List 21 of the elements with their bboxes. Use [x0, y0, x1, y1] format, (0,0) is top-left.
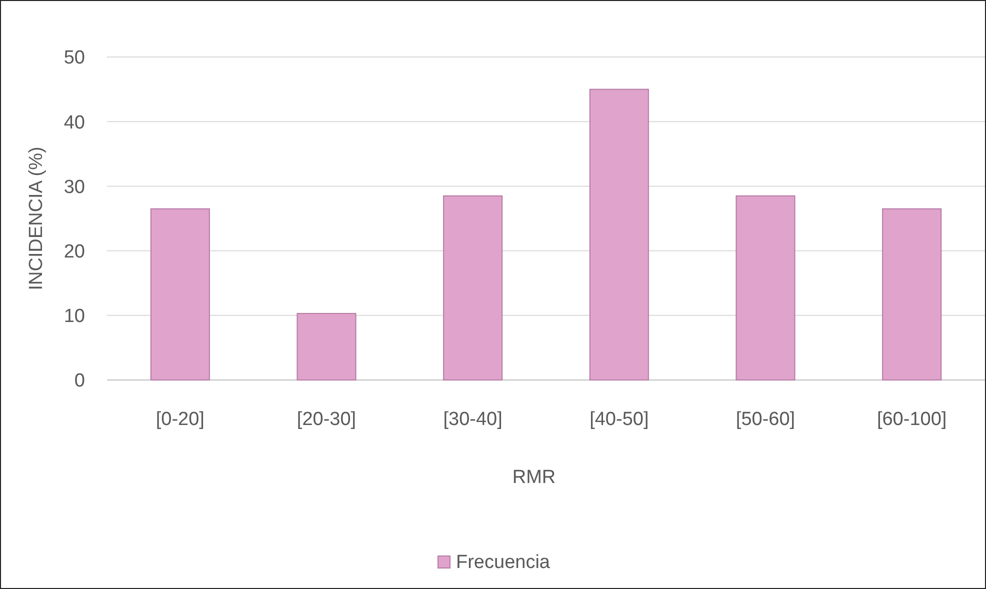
y-tick-label: 20	[64, 241, 85, 262]
x-axis-title: RMR	[512, 467, 556, 488]
legend-label: Frecuencia	[456, 552, 550, 573]
y-tick-label: 30	[64, 176, 85, 198]
bar	[443, 195, 503, 380]
y-tick-label: 10	[64, 306, 85, 328]
y-tick-label: 50	[64, 48, 85, 69]
bar	[150, 208, 210, 380]
bar	[736, 195, 796, 380]
y-tick-label: 0	[74, 370, 85, 392]
bar	[882, 208, 942, 380]
x-tick-label: [30-40]	[443, 409, 502, 430]
y-tick-label: 40	[64, 112, 85, 134]
bar	[296, 312, 356, 380]
x-tick-label: [50-60]	[736, 409, 796, 430]
x-tick-label: [0-20]	[156, 409, 204, 430]
x-tick-label: [60-100]	[876, 409, 947, 430]
y-axis-title: INCIDENCIA (%)	[26, 146, 47, 290]
x-tick-label: [20-30]	[296, 409, 356, 430]
bar	[589, 88, 649, 380]
x-tick-label: [40-50]	[590, 409, 649, 430]
